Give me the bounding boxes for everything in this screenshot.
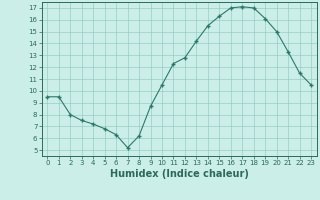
X-axis label: Humidex (Indice chaleur): Humidex (Indice chaleur) (110, 169, 249, 179)
